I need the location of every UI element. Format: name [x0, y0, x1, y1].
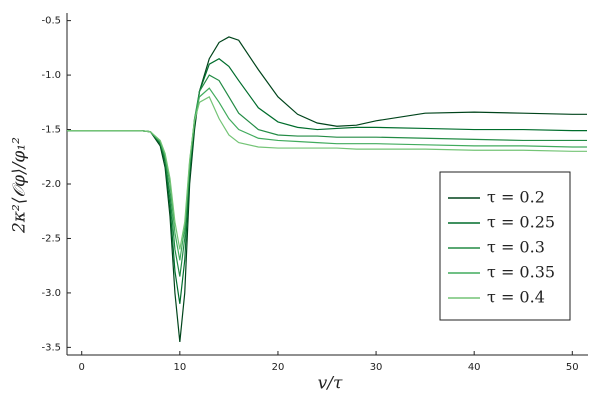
y-tick-label: -2.5 [41, 233, 61, 244]
y-tick-label: -1.0 [41, 70, 61, 81]
legend-label: τ = 0.2 [487, 188, 545, 207]
x-tick-label: 30 [370, 362, 383, 373]
y-axis-label: 2κ²⟨𝒪φ⟩/φ₁² [10, 137, 30, 234]
x-tick-label: 50 [566, 362, 579, 373]
y-tick-label: -3.5 [41, 342, 61, 353]
legend-label: τ = 0.3 [487, 238, 545, 257]
x-tick-label: 0 [79, 362, 85, 373]
y-tick-label: -3.0 [41, 288, 61, 299]
y-tick-label: -1.5 [41, 125, 61, 136]
x-axis-label: v/τ [318, 374, 343, 394]
legend-box [439, 171, 571, 321]
x-tick-label: 40 [468, 362, 481, 373]
legend-label: τ = 0.4 [487, 288, 545, 307]
y-tick-label: -2.0 [41, 179, 61, 190]
x-tick-label: 20 [272, 362, 285, 373]
y-tick-label: -0.5 [41, 16, 61, 27]
x-tick-label: 10 [173, 362, 186, 373]
legend-label: τ = 0.25 [487, 213, 555, 232]
series-line [67, 96, 588, 250]
legend-label: τ = 0.35 [487, 263, 555, 282]
